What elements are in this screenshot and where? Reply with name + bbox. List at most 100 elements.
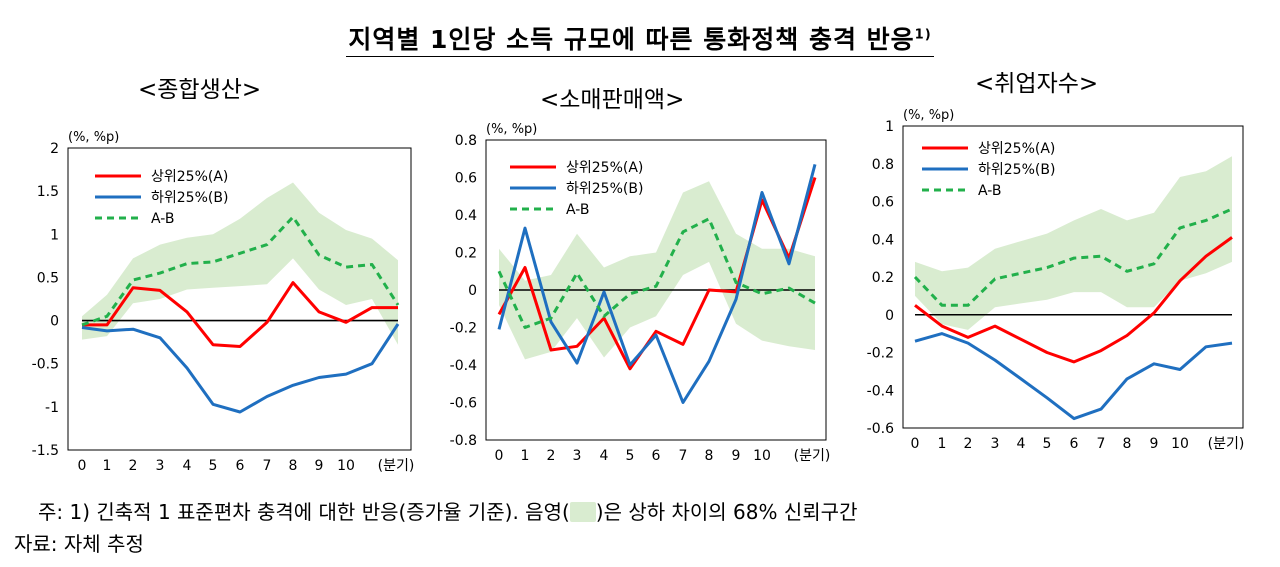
series-line-top25: [914, 236, 1233, 364]
y-unit-label: (%, %p): [903, 108, 954, 123]
plot-frame: [67, 147, 412, 451]
legend-label: A-B: [978, 183, 1001, 199]
plot-frame: [902, 125, 1244, 429]
x-tick-label: 10: [753, 448, 771, 464]
band-swatch-icon: [569, 502, 596, 522]
x-tick-label: 9: [315, 458, 324, 474]
y-tick-label: -0.6: [867, 421, 894, 437]
x-tick-label: 0: [911, 436, 920, 452]
y-tick-label: 1: [50, 227, 59, 243]
x-tick-label: 0: [78, 458, 87, 474]
y-tick-label: 2: [50, 141, 59, 157]
series-line-bottom25: [81, 323, 400, 414]
legend-label: 상위25%(A): [566, 160, 643, 176]
y-tick-label: 0.8: [872, 157, 894, 173]
x-tick-label: 3: [156, 458, 165, 474]
x-tick-label: 6: [236, 458, 245, 474]
y-tick-label: 0.2: [455, 246, 477, 262]
y-tick-label: 0: [885, 308, 894, 324]
x-tick-label: 1: [521, 448, 530, 464]
x-tick-label: 7: [1097, 436, 1106, 452]
x-tick-label: 2: [129, 458, 138, 474]
main-title-text: 지역별 1인당 소득 규모에 따른 통화정책 충격 반응: [348, 25, 915, 54]
y-tick-label: 0.5: [37, 270, 59, 286]
legend-label: 하위25%(B): [566, 181, 643, 197]
x-tick-label: 5: [626, 448, 635, 464]
series-line-bottom25: [497, 164, 817, 404]
series-line-diff: [497, 217, 816, 329]
y-tick-label: -0.6: [450, 396, 477, 412]
y-tick-label: 0.4: [455, 208, 477, 224]
y-tick-label: 0: [468, 283, 477, 299]
plot-frame: [485, 139, 827, 441]
x-tick-label: 9: [1150, 436, 1159, 452]
x-tick-label: 0: [495, 448, 504, 464]
series-line-bottom25: [914, 332, 1233, 421]
y-tick-label: 0.6: [455, 171, 477, 187]
x-tick-label: 3: [573, 448, 582, 464]
y-tick-label: -0.5: [32, 357, 59, 373]
x-tick-label: 9: [732, 448, 741, 464]
y-unit-label: (%, %p): [486, 122, 537, 137]
y-tick-label: -0.2: [450, 321, 477, 337]
x-tick-label: 4: [1017, 436, 1026, 452]
x-tick-label: 6: [1070, 436, 1079, 452]
confidence-band: [915, 156, 1232, 330]
chart-title-retail: <소매판매액>: [540, 87, 685, 113]
y-tick-label: -1: [45, 400, 59, 416]
legend-label: 상위25%(A): [151, 169, 228, 185]
x-tick-label: 7: [263, 458, 272, 474]
series-line-diff: [913, 207, 1233, 307]
series-line-diff: [81, 215, 400, 327]
y-tick-label: 0.6: [872, 195, 894, 211]
x-tick-label: 1: [103, 458, 112, 474]
x-unit-label: (분기): [794, 448, 831, 464]
y-tick-label: 1.5: [37, 184, 59, 200]
confidence-band: [499, 181, 815, 360]
footnote-suffix: )은 상하 차이의 68% 신뢰구간: [595, 500, 858, 524]
legend-label: A-B: [151, 211, 174, 227]
x-tick-label: 8: [289, 458, 298, 474]
x-tick-label: 5: [209, 458, 218, 474]
y-tick-label: -0.8: [450, 433, 477, 449]
x-tick-label: 10: [1171, 436, 1189, 452]
confidence-band: [82, 182, 398, 345]
title-footnote-marker: 1): [914, 27, 932, 43]
chart-title-production: <종합생산>: [138, 77, 262, 103]
series-line-top25: [497, 177, 817, 371]
x-tick-label: 3: [991, 436, 1000, 452]
y-tick-label: 0.8: [455, 133, 477, 149]
x-tick-label: 4: [600, 448, 609, 464]
x-tick-label: 8: [705, 448, 714, 464]
x-tick-label: 8: [1123, 436, 1132, 452]
source-note: 자료: 자체 추정: [14, 532, 144, 556]
y-tick-label: 1: [885, 119, 894, 135]
chart-title-employment: <취업자수>: [975, 71, 1099, 97]
x-tick-label: 2: [964, 436, 973, 452]
x-unit-label: (분기): [378, 458, 415, 474]
footnote-prefix: 주: 1) 긴축적 1 표준편차 충격에 대한 반응(증가율 기준). 음영(: [38, 500, 570, 524]
x-tick-label: 1: [938, 436, 947, 452]
legend-label: A-B: [566, 202, 589, 218]
main-title: 지역별 1인당 소득 규모에 따른 통화정책 충격 반응1): [0, 20, 1280, 57]
y-tick-label: -0.4: [450, 358, 477, 374]
x-tick-label: 2: [547, 448, 556, 464]
series-line-top25: [82, 281, 398, 348]
x-tick-label: 6: [652, 448, 661, 464]
y-unit-label: (%, %p): [68, 130, 119, 145]
y-tick-label: -1.5: [32, 443, 59, 459]
footnote: 주: 1) 긴축적 1 표준편차 충격에 대한 반응(증가율 기준). 음영()…: [38, 496, 857, 525]
x-tick-label: 10: [337, 458, 355, 474]
x-tick-label: 7: [679, 448, 688, 464]
legend-label: 하위25%(B): [978, 162, 1055, 178]
x-tick-label: 4: [183, 458, 192, 474]
legend-label: 하위25%(B): [151, 190, 228, 206]
y-tick-label: -0.4: [867, 383, 894, 399]
x-unit-label: (분기): [1208, 436, 1245, 452]
x-tick-label: 5: [1043, 436, 1052, 452]
y-tick-label: -0.2: [867, 346, 894, 362]
y-tick-label: 0.2: [872, 270, 894, 286]
legend-label: 상위25%(A): [978, 141, 1055, 157]
